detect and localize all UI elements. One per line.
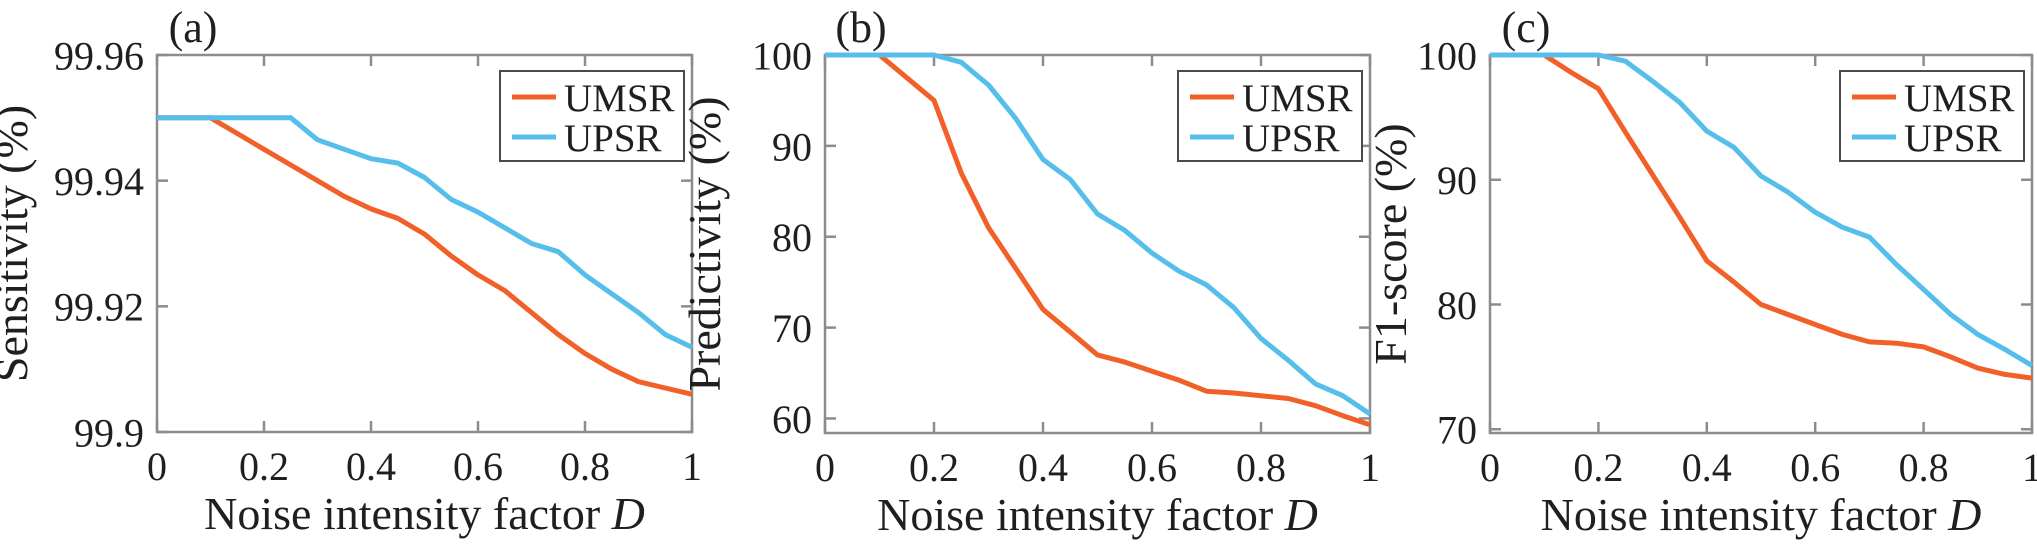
x-tick-label: 0 [147, 444, 167, 489]
legend-label-umsr: UMSR [1904, 77, 2015, 120]
x-axis-label: Noise intensity factor D [204, 488, 645, 539]
axes-box [155, 53, 694, 434]
legend-box [1177, 70, 1363, 162]
x-axis-label: Noise intensity factor D [1541, 489, 1982, 540]
y-tick-label: 99.92 [54, 285, 144, 330]
y-tick-label: 90 [1437, 158, 1477, 203]
y-tick-label: 70 [1437, 408, 1477, 453]
x-tick-label: 0.8 [1236, 445, 1286, 490]
x-tick-label: 0.4 [1018, 445, 1068, 490]
y-tick-label: 90 [772, 124, 812, 169]
x-tick-label: 0.4 [1682, 445, 1732, 490]
y-tick-label: 100 [1417, 33, 1477, 78]
y-tick-label: 70 [772, 306, 812, 351]
panel-title: (c) [1502, 3, 1551, 52]
y-axis-label: F1-score (%) [1365, 123, 1416, 364]
y-tick-label: 100 [752, 33, 812, 78]
y-tick-label: 99.94 [54, 159, 144, 204]
series-line-umsr [1490, 52, 2033, 381]
legend-label-umsr: UMSR [1242, 77, 1353, 120]
panel-b: 0 0.2 0.4 0.6 0.8 1 60 70 80 90 100 (b) Predictivity… [679, 3, 1380, 540]
y-tick-label: 80 [772, 215, 812, 260]
y-tick-label: 99.96 [54, 33, 144, 78]
x-tick-label: 0.6 [1127, 445, 1177, 490]
panel-a: 0 0.2 0.4 0.6 0.8 1 99.9 99.92 99.94 99.96 (a) Sens… [0, 3, 702, 539]
x-tick-label: 0.8 [1899, 445, 1949, 490]
x-tick-label: 0.6 [453, 444, 503, 489]
panel-c: 0 0.2 0.4 0.6 0.8 1 70 80 90 100 (c) F1-score (%) No… [1365, 3, 2037, 540]
y-tick-label: 99.9 [74, 410, 144, 455]
legend-label-upsr: UPSR [564, 117, 662, 160]
axes-box [823, 53, 1372, 435]
legend-label-upsr: UPSR [1904, 117, 2002, 160]
y-axis-label: Predictivity (%) [679, 96, 730, 391]
x-tick-label: 0.8 [560, 444, 610, 489]
x-tick-label: 0.2 [909, 445, 959, 490]
x-tick-label: 0 [815, 445, 835, 490]
x-axis-label: Noise intensity factor D [877, 489, 1318, 540]
x-tick-label: 0 [1480, 445, 1500, 490]
series-line-umsr [825, 52, 1371, 428]
legend-label-umsr: UMSR [564, 77, 675, 120]
x-tick-label: 0.2 [239, 444, 289, 489]
y-tick-label: 80 [1437, 283, 1477, 328]
series-line-umsr [157, 115, 693, 397]
x-tick-label: 0.6 [1790, 445, 1840, 490]
legend-box [1839, 70, 2025, 162]
series-line-upsr [1490, 52, 2034, 368]
legend-label-upsr: UPSR [1242, 117, 1340, 160]
series-line-upsr [825, 52, 1372, 416]
x-tick-label: 1 [682, 444, 702, 489]
panel-title: (b) [835, 3, 886, 52]
y-tick-label: 60 [772, 397, 812, 442]
legend-box [499, 70, 685, 162]
x-tick-label: 0.2 [1573, 445, 1623, 490]
axes-box [1488, 53, 2034, 435]
x-tick-label: 0.4 [346, 444, 396, 489]
panel-title: (a) [169, 3, 218, 52]
y-axis-label: Sensitivity (%) [0, 105, 37, 382]
x-tick-label: 1 [2022, 445, 2037, 490]
x-tick-label: 1 [1360, 445, 1380, 490]
series-line-upsr [157, 115, 694, 350]
